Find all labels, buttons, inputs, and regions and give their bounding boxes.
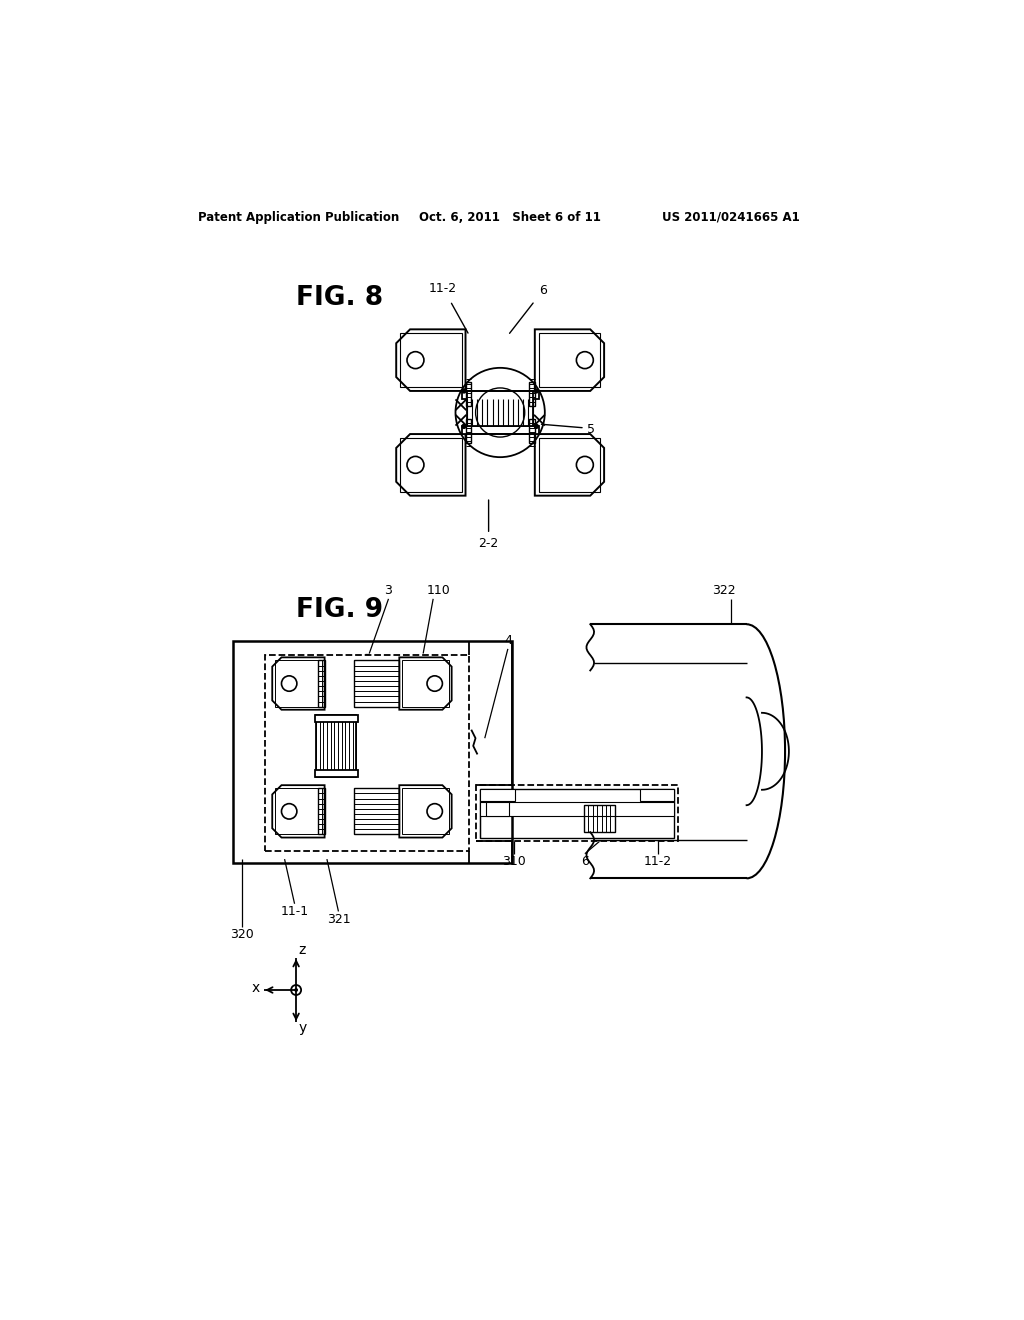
Bar <box>318 788 325 834</box>
Polygon shape <box>399 657 452 710</box>
Bar <box>462 391 539 399</box>
Polygon shape <box>272 657 325 710</box>
Bar <box>275 660 322 706</box>
Bar <box>402 660 449 706</box>
Text: 11-2: 11-2 <box>644 855 672 869</box>
Bar <box>354 660 399 706</box>
Bar <box>314 770 357 776</box>
Bar <box>539 438 600 492</box>
Text: Patent Application Publication: Patent Application Publication <box>199 211 399 224</box>
Bar <box>400 438 462 492</box>
Text: 3: 3 <box>385 585 392 598</box>
Bar <box>354 788 399 834</box>
Bar <box>480 789 515 801</box>
Bar <box>233 642 512 863</box>
Bar <box>529 381 535 407</box>
Bar <box>314 715 357 722</box>
Polygon shape <box>535 434 604 496</box>
Polygon shape <box>396 434 466 496</box>
Text: FIG. 8: FIG. 8 <box>296 285 383 312</box>
Text: y: y <box>298 1022 306 1035</box>
Text: Oct. 6, 2011   Sheet 6 of 11: Oct. 6, 2011 Sheet 6 of 11 <box>419 211 601 224</box>
Bar <box>480 789 674 838</box>
Bar <box>402 788 449 834</box>
Polygon shape <box>399 785 452 838</box>
Bar <box>529 418 535 444</box>
Bar <box>476 785 678 841</box>
Bar <box>584 805 614 832</box>
Text: FIG. 9: FIG. 9 <box>296 598 383 623</box>
Text: 321: 321 <box>327 913 350 927</box>
Polygon shape <box>535 330 604 391</box>
Bar <box>265 655 469 851</box>
Bar <box>539 333 600 387</box>
Bar <box>466 418 471 444</box>
Circle shape <box>461 424 467 429</box>
Circle shape <box>534 424 539 429</box>
Text: 11-2: 11-2 <box>428 282 457 296</box>
Text: x: x <box>252 981 260 995</box>
Circle shape <box>461 388 467 393</box>
Bar <box>640 789 674 801</box>
Bar <box>480 803 674 816</box>
Text: 322: 322 <box>712 585 735 598</box>
Bar <box>466 381 471 407</box>
Text: 310: 310 <box>502 855 526 869</box>
Text: 4: 4 <box>504 635 512 647</box>
Bar <box>316 715 356 776</box>
Bar <box>485 803 509 816</box>
Bar <box>275 788 322 834</box>
Bar <box>462 426 539 434</box>
Circle shape <box>294 989 298 991</box>
Bar <box>400 333 462 387</box>
Text: 5: 5 <box>587 422 595 436</box>
Text: 110: 110 <box>427 585 451 598</box>
Text: z: z <box>298 942 306 957</box>
Text: 6: 6 <box>581 855 589 869</box>
Text: 11-1: 11-1 <box>281 906 308 919</box>
Text: US 2011/0241665 A1: US 2011/0241665 A1 <box>662 211 800 224</box>
Text: 2-2: 2-2 <box>478 537 499 550</box>
Text: 320: 320 <box>230 928 254 941</box>
Circle shape <box>534 388 539 393</box>
Polygon shape <box>396 330 466 391</box>
Polygon shape <box>272 785 325 838</box>
Bar <box>467 391 534 426</box>
Text: 6: 6 <box>539 284 547 297</box>
Bar <box>318 660 325 706</box>
